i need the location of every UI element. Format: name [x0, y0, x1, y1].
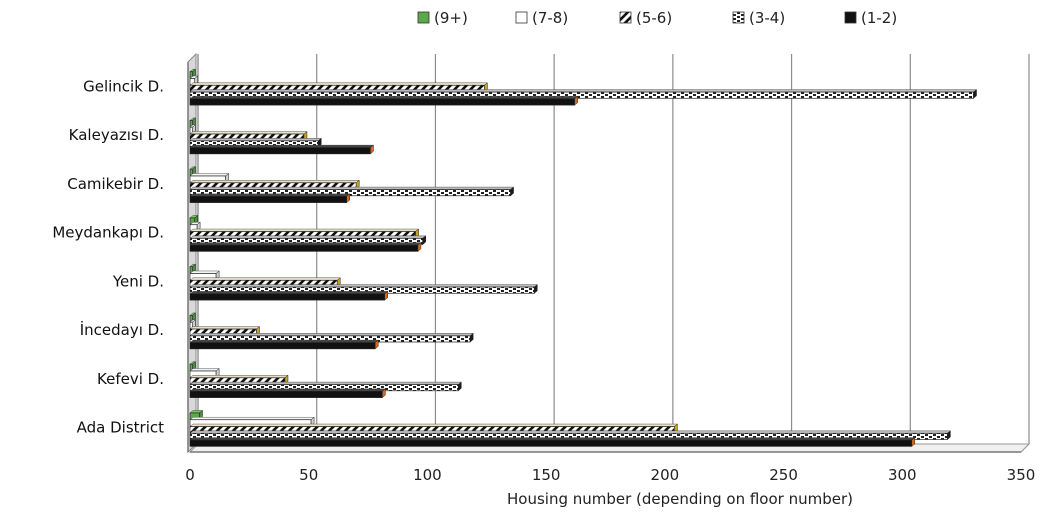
category-label: Gelincik D.	[83, 77, 164, 95]
x-tick-labels: 0 50 100 150 200 250 300 350	[185, 466, 1035, 484]
x-tick-label: 200	[651, 466, 680, 484]
legend-swatch	[515, 11, 528, 24]
legend-entry: (3-4)	[732, 9, 785, 27]
x-tick-label: 50	[299, 466, 318, 484]
bar	[189, 339, 379, 350]
category-label: Kefevi D.	[97, 370, 164, 388]
legend-label: (3-4)	[749, 9, 785, 27]
x-tick-label: 0	[185, 466, 195, 484]
x-axis-title: Housing number (depending on floor numbe…	[507, 490, 853, 508]
bar	[189, 193, 351, 204]
bar	[189, 430, 951, 441]
bar	[189, 284, 538, 294]
bar	[189, 89, 978, 99]
category-label: Meydankapı D.	[52, 224, 164, 242]
category-label: Ada District	[77, 419, 164, 437]
x-tick-label: 250	[769, 466, 798, 484]
bar	[189, 367, 220, 378]
bar	[189, 228, 420, 239]
bar	[189, 277, 341, 288]
bar	[189, 388, 386, 399]
legend-entry: (5-6)	[619, 9, 672, 27]
bar	[189, 166, 196, 176]
bar	[189, 144, 374, 155]
legend-label: (1-2)	[861, 9, 897, 27]
bar	[189, 290, 389, 301]
category-label: Yeni D.	[112, 272, 164, 290]
x-tick-label: 100	[413, 466, 442, 484]
x-tick-label: 300	[888, 466, 917, 484]
legend-entry: (9+)	[417, 9, 468, 27]
legend-swatch	[619, 11, 632, 24]
bar	[189, 270, 220, 281]
category-label: Kaleyazısı D.	[69, 126, 164, 144]
category-label: Camikebir D.	[67, 175, 164, 193]
bar	[189, 242, 422, 252]
bar	[189, 437, 916, 447]
bar	[189, 124, 196, 134]
bar	[189, 319, 196, 329]
bar	[189, 68, 196, 79]
legend-entry: (7-8)	[515, 9, 568, 27]
legend-entry: (1-2)	[844, 9, 897, 27]
legend-swatch	[844, 11, 857, 24]
bar	[189, 75, 199, 86]
legend-label: (9+)	[434, 9, 468, 27]
legend-label: (5-6)	[636, 9, 672, 27]
legend-swatch	[417, 11, 430, 24]
bar	[189, 381, 462, 392]
x-tick-label: 350	[1007, 466, 1036, 484]
x-tick-label: 150	[532, 466, 561, 484]
bars	[189, 68, 978, 447]
bar	[189, 117, 196, 128]
bar	[189, 186, 515, 197]
bar	[189, 95, 579, 106]
bar	[189, 137, 322, 148]
legend-swatch	[732, 11, 745, 24]
bar	[189, 130, 308, 141]
category-labels: Gelincik D. Kaleyazısı D. Camikebir D. Meyd…	[52, 77, 164, 436]
bar	[189, 361, 196, 371]
legend-label: (7-8)	[532, 9, 568, 27]
bar	[189, 263, 196, 274]
category-label: İncedayı D.	[80, 320, 164, 339]
legend: (9+) (7-8) (5-6) (3-4) (1-2)	[417, 9, 897, 27]
